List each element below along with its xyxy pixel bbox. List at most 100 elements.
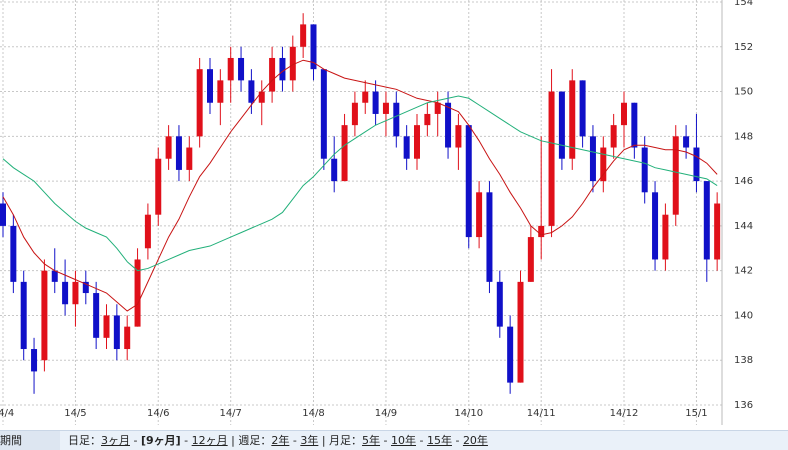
candle-body xyxy=(289,46,296,81)
period-link[interactable]: 10年 xyxy=(391,434,416,447)
period-options: 日足：3ヶ月 - [9ヶ月] - 12ヶ月 | 週足：2年 - 3年 | 月足：… xyxy=(60,431,488,450)
moving-average-line xyxy=(2,95,718,272)
candle-body xyxy=(569,80,576,159)
candle-body xyxy=(403,136,410,159)
candle-body xyxy=(414,125,420,159)
period-link[interactable]: 3年 xyxy=(300,434,319,447)
x-tick-label: 14/5 xyxy=(64,408,86,419)
moving-average-line xyxy=(2,59,718,312)
candle-body xyxy=(227,57,234,81)
candle-body xyxy=(10,225,17,282)
candle-body xyxy=(683,136,690,148)
y-tick-label: 138 xyxy=(734,355,753,366)
candle-body xyxy=(507,326,514,383)
x-tick-label: 14/6 xyxy=(147,408,169,419)
candle-body xyxy=(155,158,162,215)
candle-body xyxy=(621,102,627,126)
candle-body xyxy=(258,91,265,103)
y-tick-label: 144 xyxy=(734,221,753,232)
period-link[interactable]: 15年 xyxy=(426,434,452,447)
candle-body xyxy=(41,270,48,361)
candle-body xyxy=(20,281,27,350)
candle-body xyxy=(424,113,431,126)
x-tick-label: 15/1 xyxy=(685,408,707,419)
period-text: | 月足： xyxy=(318,434,363,447)
period-text: | 週足： xyxy=(227,434,272,447)
y-tick-label: 148 xyxy=(734,131,753,142)
period-text: - xyxy=(130,434,141,447)
candle-body xyxy=(362,91,369,103)
candle-body xyxy=(341,125,348,182)
candle-body xyxy=(372,91,379,114)
candle-body xyxy=(610,125,617,148)
candle-body xyxy=(248,80,255,103)
candle-body xyxy=(51,270,58,282)
candle-body xyxy=(496,281,503,327)
candle-body xyxy=(269,57,276,92)
period-link[interactable]: 12ヶ月 xyxy=(191,434,228,447)
candle-body xyxy=(144,214,151,249)
period-text: - xyxy=(180,434,192,447)
candle-body xyxy=(31,349,38,372)
period-text: 日足： xyxy=(68,434,101,447)
period-link[interactable]: 3ヶ月 xyxy=(101,434,130,447)
y-tick-label: 152 xyxy=(734,42,753,53)
candle-body xyxy=(382,102,389,114)
y-tick-label: 142 xyxy=(734,266,753,277)
period-text: - xyxy=(416,434,427,447)
y-tick-label: 154 xyxy=(734,0,753,8)
candle-body xyxy=(186,147,193,170)
candle-body xyxy=(124,326,131,350)
candle-body xyxy=(589,136,596,182)
y-tick-label: 150 xyxy=(734,87,753,98)
candle-body xyxy=(320,69,327,159)
candle-body xyxy=(693,147,700,182)
period-text: - xyxy=(380,434,391,447)
candle-body xyxy=(465,125,472,238)
candle-body xyxy=(351,102,358,126)
x-tick-label: 14/4 xyxy=(0,408,14,419)
candle-body xyxy=(631,102,638,148)
period-text: - xyxy=(289,434,301,447)
candle-body xyxy=(455,125,462,148)
candle-body xyxy=(476,192,483,238)
candle-body xyxy=(72,281,79,305)
candle-body xyxy=(662,214,669,260)
candle-body xyxy=(434,102,441,114)
period-bar: 期間 日足：3ヶ月 - [9ヶ月] - 12ヶ月 | 週足：2年 - 3年 | … xyxy=(0,430,788,450)
candle-body xyxy=(641,147,648,193)
candle-body xyxy=(672,136,679,215)
candle-body xyxy=(538,225,545,238)
chart: 136 138 140 142 144 146 148 150 152 154 14/4 14/5 14… xyxy=(0,0,753,425)
y-tick-label: 136 xyxy=(734,400,753,411)
candle-body xyxy=(217,80,224,103)
x-tick-label: 14/8 xyxy=(302,408,324,419)
period-text: [9ヶ月] xyxy=(140,434,181,447)
candle-body xyxy=(300,24,307,47)
candle-body xyxy=(175,136,182,170)
candle-body xyxy=(93,293,100,338)
candle-body xyxy=(652,192,659,260)
candle-body xyxy=(714,203,721,260)
period-link[interactable]: 5年 xyxy=(362,434,381,447)
candle-body xyxy=(600,147,607,182)
candle-body xyxy=(196,69,203,137)
candle-body xyxy=(558,91,565,159)
candle-body xyxy=(82,281,89,294)
period-link[interactable]: 2年 xyxy=(271,434,290,447)
x-tick-label: 14/11 xyxy=(527,408,556,419)
candle-body xyxy=(527,237,534,282)
candle-body xyxy=(165,136,172,159)
period-link[interactable]: 20年 xyxy=(462,434,488,447)
candle-body xyxy=(579,80,586,137)
candle-body xyxy=(134,259,141,327)
x-tick-label: 14/7 xyxy=(219,408,241,419)
candle-body xyxy=(393,102,400,137)
candle-body xyxy=(331,158,338,182)
x-tick-label: 14/12 xyxy=(610,408,639,419)
candle-body xyxy=(238,57,245,81)
candle-body xyxy=(103,315,110,338)
period-text: - xyxy=(451,434,463,447)
candle-body xyxy=(548,91,555,226)
